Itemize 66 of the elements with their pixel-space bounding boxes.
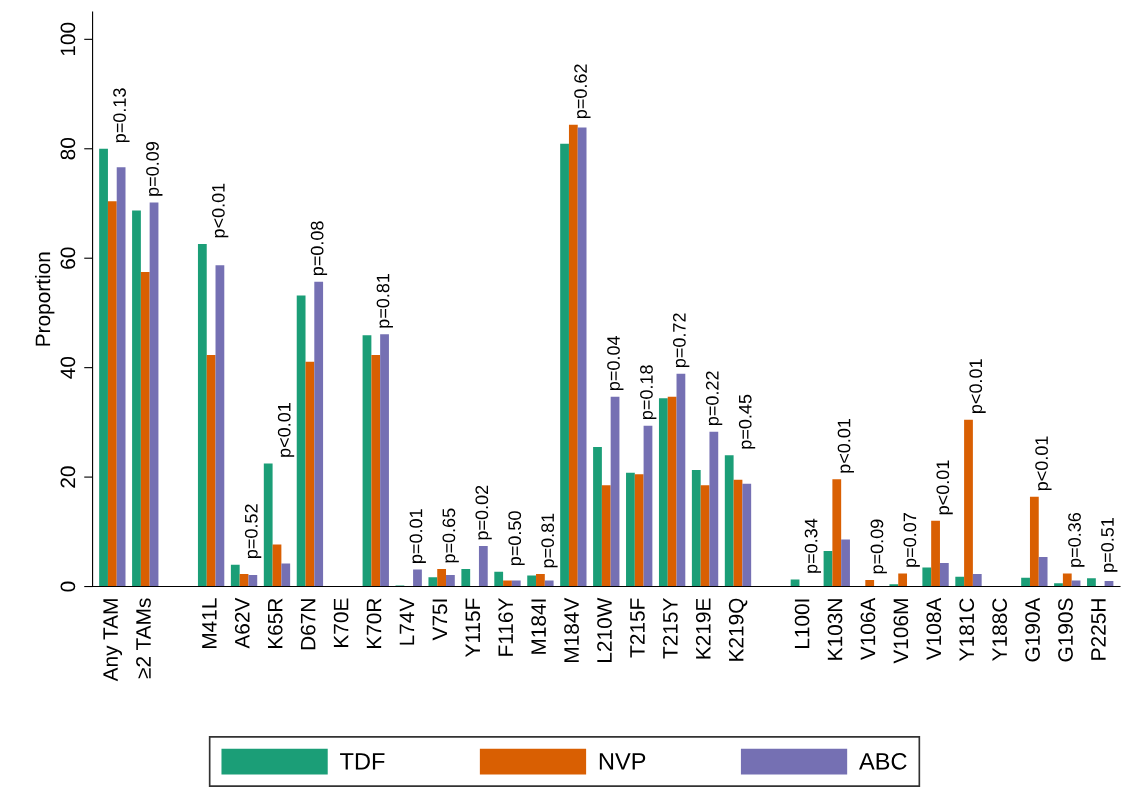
x-tick-label: V106A	[860, 597, 876, 661]
y-tick-label: 20	[60, 466, 76, 488]
annotation: p=0.09	[146, 142, 163, 196]
x-tick-label: G190A	[1025, 597, 1040, 662]
annotation: p=0.22	[705, 371, 723, 426]
y-axis-title: Proportion	[34, 252, 55, 346]
y-tick-label: 40	[60, 356, 76, 379]
x-tick-label: V108A	[926, 597, 942, 661]
annotation: p<0.01	[936, 460, 953, 515]
x-tick-label: L100I	[794, 599, 810, 649]
x-tick-label: K70E	[333, 598, 349, 647]
x-tick-label: K70R	[366, 598, 382, 649]
x-tick-label: Y181C	[959, 598, 975, 661]
x-tick-label: K219E	[695, 598, 711, 659]
x-tick-label: V106M	[893, 599, 909, 664]
x-tick-label: K65R	[267, 598, 283, 649]
annotation: p=0.04	[607, 335, 624, 391]
y-tick-label: 100	[60, 22, 76, 56]
annotation: p<0.01	[1035, 436, 1052, 491]
x-tick-label: Y188C	[992, 598, 1008, 661]
annotation: p=0.34	[804, 518, 822, 573]
x-tick-label: L210W	[597, 597, 612, 662]
x-tick-label: M41L	[202, 598, 217, 649]
y-tick-label: 0	[60, 581, 76, 592]
x-tick-label: M184I	[531, 599, 547, 654]
annotation: p=0.02	[475, 485, 492, 540]
annotation: p=0.18	[640, 365, 657, 420]
annotation: p=0.62	[574, 64, 591, 119]
x-tick-label: Y115F	[465, 598, 481, 658]
annotation: p=0.81	[541, 513, 558, 568]
annotation: p=0.52	[244, 504, 262, 558]
annotation: p<0.01	[211, 183, 229, 238]
legend-label: ABC	[859, 752, 907, 770]
x-tick-label: L74V	[399, 597, 415, 645]
legend-label: TDF	[340, 753, 385, 770]
x-tick-label: M184V	[564, 597, 579, 662]
x-tick-label: D67N	[300, 599, 316, 650]
annotation: p=0.65	[442, 508, 459, 563]
annotation: p=0.50	[508, 511, 525, 566]
annotation: p<0.01	[277, 403, 295, 457]
x-tick-label: P225H	[1091, 599, 1106, 660]
annotation: p=0.72	[672, 313, 690, 368]
annotation: p=0.36	[1068, 512, 1085, 567]
annotation: p=0.51	[1101, 518, 1118, 572]
annotation: p<0.01	[969, 359, 986, 413]
annotation: p=0.09	[870, 519, 887, 574]
annotation: p=0.07	[903, 513, 920, 567]
x-tick-label: F116Y	[498, 598, 514, 656]
y-tick-label: 80	[60, 138, 76, 160]
annotation: p=0.01	[409, 509, 426, 563]
x-tick-label: G190S	[1058, 598, 1073, 662]
x-tick-label: Any TAM	[103, 599, 123, 682]
y-tick-label: 60	[60, 247, 76, 269]
x-tick-label: K103N	[827, 599, 843, 660]
x-tick-label: K219Q	[728, 598, 748, 661]
x-tick-label: T215F	[630, 598, 645, 658]
x-tick-label: ≥2 TAMs	[136, 598, 151, 679]
annotation: p=0.45	[738, 394, 756, 449]
x-tick-label: V75I	[432, 599, 448, 641]
legend-label: NVP	[599, 753, 646, 770]
annotation: p<0.01	[837, 418, 854, 473]
annotation: p=0.13	[113, 88, 130, 143]
annotation: p=0.08	[310, 221, 328, 276]
x-tick-label: A62V	[234, 597, 250, 649]
annotation: p=0.81	[376, 273, 393, 328]
x-tick-label: T215Y	[662, 598, 678, 659]
